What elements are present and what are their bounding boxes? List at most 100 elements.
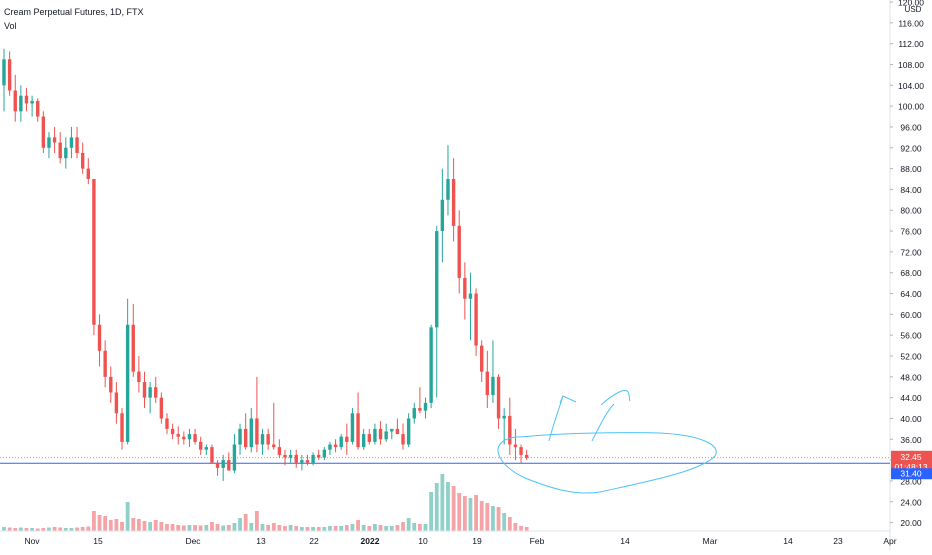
currency-label: USD bbox=[905, 5, 922, 14]
volume-bar bbox=[30, 528, 34, 531]
price-tick-label: 112.00 bbox=[898, 39, 924, 49]
candle-body bbox=[361, 434, 366, 448]
candle-body bbox=[75, 137, 79, 153]
legend-title: Cream Perpetual Futures, 1D, FTX bbox=[4, 7, 144, 17]
candle-body bbox=[328, 444, 332, 450]
price-tick-label: 120.00 bbox=[898, 0, 924, 8]
candle-body bbox=[384, 431, 388, 440]
volume-bar bbox=[148, 522, 153, 531]
drawing-ellipse bbox=[497, 432, 717, 494]
volume-bar bbox=[395, 525, 400, 531]
candle-body bbox=[305, 460, 310, 463]
candle-body bbox=[412, 408, 416, 419]
candle-body bbox=[30, 100, 34, 104]
candle-body bbox=[440, 199, 445, 232]
volume-bar bbox=[361, 525, 366, 531]
volume-bar bbox=[322, 527, 327, 531]
candle-body bbox=[491, 376, 495, 396]
volume-bar bbox=[41, 528, 46, 531]
candle-body bbox=[373, 428, 377, 442]
candle-body bbox=[266, 434, 270, 445]
candle-body bbox=[52, 137, 57, 143]
candle-body bbox=[19, 95, 23, 112]
volume-bar bbox=[63, 528, 68, 531]
volume-bar bbox=[496, 507, 501, 531]
volume-bar bbox=[423, 524, 428, 531]
volume-bar bbox=[92, 511, 96, 531]
volume-bar bbox=[406, 518, 411, 531]
volume-bar bbox=[47, 527, 51, 531]
time-tick-label: Feb bbox=[530, 536, 545, 546]
volume-bar bbox=[451, 486, 456, 531]
candle-body bbox=[283, 454, 287, 458]
volume-bar bbox=[52, 527, 57, 531]
price-tick-label: 44.00 bbox=[900, 393, 922, 403]
time-tick-label: 22 bbox=[309, 536, 319, 546]
volume-bar bbox=[170, 524, 175, 531]
price-tick-label: 92.00 bbox=[900, 143, 922, 153]
candle-body bbox=[451, 179, 456, 226]
candle-body bbox=[109, 376, 113, 393]
volume-bar bbox=[412, 523, 417, 531]
candle-body bbox=[131, 324, 135, 372]
candle-body bbox=[58, 142, 62, 159]
volume-bar bbox=[80, 527, 85, 531]
time-tick-label: 23 bbox=[833, 536, 843, 546]
price-tick-label: 116.00 bbox=[898, 18, 924, 28]
candle-body bbox=[502, 415, 506, 419]
price-tick-label: 104.00 bbox=[898, 81, 924, 91]
candle-body bbox=[64, 147, 68, 159]
candle-body bbox=[435, 231, 439, 328]
volume-bar bbox=[221, 525, 226, 531]
volume-bar bbox=[136, 519, 141, 531]
candle-body bbox=[350, 413, 355, 442]
volume-bar bbox=[462, 496, 467, 531]
volume-bar bbox=[333, 526, 338, 531]
price-tick-label: 64.00 bbox=[900, 289, 922, 299]
candle-body bbox=[288, 454, 293, 458]
volume-bar bbox=[339, 526, 344, 531]
volume-bar bbox=[142, 521, 147, 531]
candle-body bbox=[13, 90, 17, 112]
candle-body bbox=[125, 324, 130, 442]
price-tick-label: 100.00 bbox=[898, 102, 924, 112]
candle-body bbox=[496, 376, 501, 419]
candle-body bbox=[429, 327, 433, 403]
volume-bar bbox=[249, 523, 254, 531]
countdown-value: 01:48:13 bbox=[894, 462, 927, 472]
price-tick-label: 68.00 bbox=[900, 268, 922, 278]
candle-body bbox=[148, 387, 152, 398]
candle-body bbox=[339, 436, 343, 448]
candle-body bbox=[80, 152, 85, 169]
volume-bar bbox=[215, 524, 220, 531]
volume-bar bbox=[519, 526, 523, 531]
candle-body bbox=[457, 225, 461, 278]
candle-body bbox=[36, 100, 40, 117]
volume-bar bbox=[114, 519, 119, 531]
candle-body bbox=[468, 293, 473, 299]
candle-body bbox=[311, 454, 315, 463]
volume-bar bbox=[507, 517, 512, 531]
volume-bar bbox=[69, 528, 74, 531]
price-tick-label: 80.00 bbox=[900, 206, 922, 216]
volume-bar bbox=[283, 526, 287, 531]
price-tick-label: 48.00 bbox=[900, 372, 922, 382]
volume-bar bbox=[58, 527, 63, 531]
candle-body bbox=[524, 454, 529, 458]
volume-bar bbox=[513, 523, 518, 531]
candle-body bbox=[154, 387, 158, 398]
time-tick-label: 14 bbox=[620, 536, 630, 546]
volume-bar bbox=[294, 526, 299, 531]
candle-body bbox=[182, 436, 186, 440]
candle-body bbox=[474, 293, 478, 346]
volume-bar bbox=[288, 525, 293, 531]
candle-body bbox=[221, 460, 225, 468]
volume-bar bbox=[198, 525, 203, 531]
volume-bar bbox=[299, 527, 304, 531]
time-tick-label: Dec bbox=[185, 536, 201, 546]
volume-bar bbox=[350, 524, 355, 531]
volume-bar bbox=[187, 525, 192, 531]
volume-bar bbox=[401, 522, 405, 531]
